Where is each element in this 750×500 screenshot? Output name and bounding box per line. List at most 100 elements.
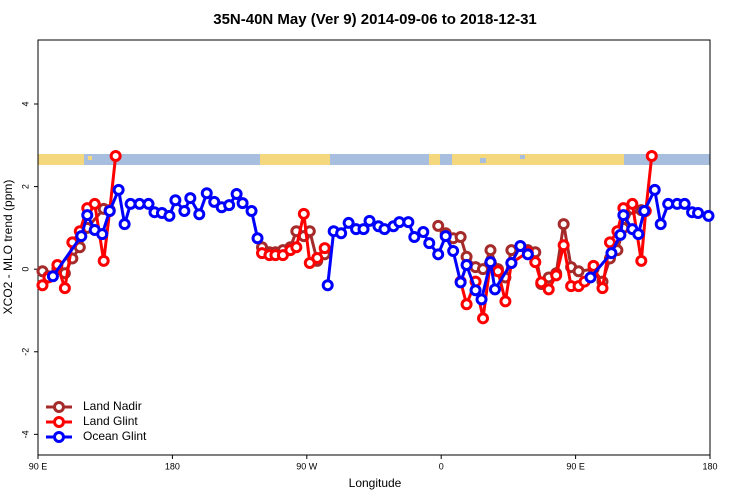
- data-point: [342, 216, 355, 229]
- data-point: [439, 230, 452, 243]
- data-point: [363, 214, 376, 227]
- data-point: [596, 282, 609, 295]
- data-point: [96, 228, 109, 241]
- plot-frame: [37, 39, 711, 456]
- data-point: [648, 183, 661, 196]
- data-point: [297, 207, 310, 220]
- data-point: [603, 236, 616, 249]
- data-point: [290, 241, 303, 254]
- data-point: [423, 237, 436, 250]
- data-point: [88, 197, 101, 210]
- data-point: [321, 279, 334, 292]
- data-point: [245, 204, 258, 217]
- data-point: [572, 265, 585, 278]
- series: [36, 150, 658, 325]
- data-point: [514, 240, 527, 253]
- x-tick-label: 90 E: [29, 461, 48, 471]
- x-tick-label: 180: [702, 461, 717, 471]
- data-point: [200, 187, 213, 200]
- data-point: [557, 239, 570, 252]
- data-point: [142, 197, 155, 210]
- data-point: [118, 218, 131, 231]
- data-point: [645, 150, 658, 163]
- data-point: [36, 279, 49, 292]
- data-point: [311, 252, 324, 265]
- y-tick-label: -2: [20, 348, 30, 356]
- data-point: [58, 282, 71, 295]
- legend-label: Land Glint: [83, 414, 138, 428]
- data-point: [454, 276, 467, 289]
- x-tick-label: 180: [165, 461, 180, 471]
- data-point: [318, 242, 331, 255]
- legend-marker: [53, 431, 65, 443]
- y-tick-label: 4: [20, 101, 30, 106]
- data-point: [223, 199, 236, 212]
- data-point: [460, 298, 473, 311]
- data-point: [587, 259, 600, 272]
- series: [46, 183, 715, 306]
- data-point: [97, 254, 110, 267]
- data-point: [163, 209, 176, 222]
- data-point: [454, 230, 467, 243]
- data-point: [230, 188, 243, 201]
- data-point: [236, 197, 249, 210]
- data-point: [184, 192, 197, 205]
- data-point: [499, 295, 512, 308]
- data-point: [469, 284, 482, 297]
- data-point: [109, 150, 122, 163]
- data-point: [626, 197, 639, 210]
- data-point: [357, 223, 370, 236]
- data-point: [491, 265, 504, 278]
- surface-band: [38, 154, 710, 165]
- legend-marker: [53, 401, 65, 413]
- data-point: [584, 271, 597, 284]
- data-point: [103, 204, 116, 217]
- data-point: [475, 293, 488, 306]
- data-point: [432, 219, 445, 232]
- data-point: [638, 204, 651, 217]
- data-point: [112, 183, 125, 196]
- data-point: [193, 208, 206, 221]
- data-point: [505, 244, 518, 257]
- data-point: [550, 269, 563, 282]
- data-point: [402, 216, 415, 229]
- data-point: [488, 283, 501, 296]
- y-axis-label: XCO2 - MLO trend (ppm): [1, 180, 15, 315]
- x-tick-label: 0: [439, 461, 444, 471]
- data-point: [484, 244, 497, 257]
- data-point: [654, 218, 667, 231]
- data-point: [251, 232, 264, 245]
- data-point: [605, 247, 618, 260]
- data-point: [417, 226, 430, 239]
- data-point: [521, 248, 534, 261]
- data-point: [208, 195, 221, 208]
- x-tick-label: 90 W: [296, 461, 318, 471]
- data-point: [46, 270, 59, 283]
- y-tick-label: 0: [20, 267, 30, 272]
- data-point: [75, 230, 88, 243]
- data-point: [635, 254, 648, 267]
- data-point: [335, 227, 348, 240]
- data-point: [447, 245, 460, 258]
- data-point: [178, 204, 191, 217]
- data-point: [484, 256, 497, 269]
- data-point: [678, 197, 691, 210]
- data-point: [557, 218, 570, 231]
- legend-marker: [53, 416, 65, 428]
- legend-label: Land Nadir: [83, 399, 142, 413]
- data-point: [81, 209, 94, 222]
- data-point: [432, 248, 445, 261]
- data-point: [702, 209, 715, 222]
- data-point: [477, 312, 490, 325]
- chart-title: 35N-40N May (Ver 9) 2014-09-06 to 2018-1…: [213, 11, 537, 28]
- x-axis-label: Longitude: [349, 476, 402, 490]
- data-point: [614, 228, 627, 241]
- data-point: [408, 230, 421, 243]
- data-point: [460, 259, 473, 272]
- data-point: [617, 209, 630, 222]
- x-tick-label: 90 E: [566, 461, 585, 471]
- data-point: [529, 256, 542, 269]
- y-tick-label: -4: [20, 430, 30, 438]
- data-point: [505, 256, 518, 269]
